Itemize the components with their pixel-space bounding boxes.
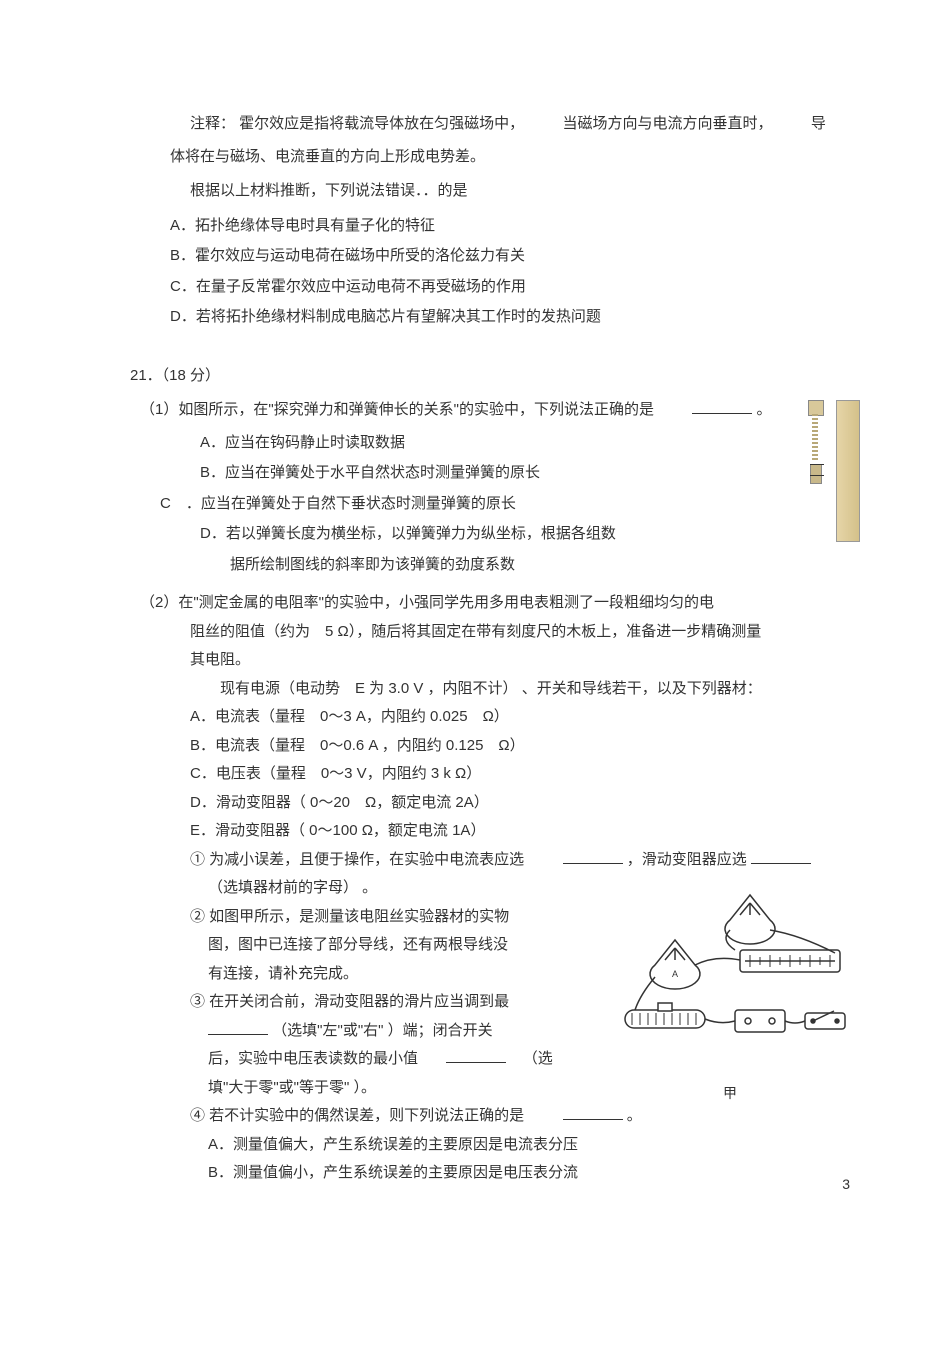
q21-heading: 21．（18 分） — [130, 362, 850, 391]
instr-d: D．滑动变阻器（ 0～20 Ω，额定电流 2A） — [190, 789, 850, 818]
circuit-figure: A — [600, 885, 860, 1065]
c3-e: 填"大于零"或"等于零" ）。 — [208, 1074, 578, 1103]
q20-opt-a: A．拓扑绝缘体导电时具有量子化的特征 — [170, 212, 850, 241]
c1-b: ，滑动变阻器应选 — [627, 851, 747, 868]
note-line1-mid: 当磁场方向与电流方向垂直时， — [563, 115, 773, 132]
instr-b: B．电流表（量程 0～0.6 A ，内阻约 0.125 Ω） — [190, 732, 850, 761]
c4-head: ④ 若不计实验中的偶然误差，则下列说法正确的是 — [190, 1107, 524, 1124]
q21-1-c: C ．应当在弹簧处于自然下垂状态时测量弹簧的原长 — [160, 490, 850, 519]
c2-a: ② 如图甲所示，是测量该电阻丝实验器材的实物 — [190, 903, 560, 932]
svg-text:A: A — [672, 969, 678, 979]
blank-min-v — [446, 1047, 506, 1063]
blank-left-right — [208, 1019, 268, 1035]
page-number: 3 — [842, 1171, 850, 1198]
q21-1-d2: 据所绘制图线的斜率即为该弹簧的劲度系数 — [230, 551, 850, 580]
c3-c: 后，实验中电压表读数的最小值 — [208, 1050, 418, 1067]
q20-opt-b: B．霍尔效应与运动电荷在磁场中所受的洛伦兹力有关 — [170, 242, 850, 271]
instr-c: C．电压表（量程 0～3 V，内阻约 3 k Ω） — [190, 760, 850, 789]
fig-label: 甲 — [600, 1080, 860, 1107]
c3-a: ③ 在开关闭合前，滑动变阻器的滑片应当调到最 — [190, 988, 560, 1017]
c3-d: （选 — [523, 1050, 553, 1067]
blank-answer-1 — [692, 398, 752, 414]
blank-ammeter — [563, 848, 623, 864]
c3-b1: （选填"左"或"右" ）端；闭合开关 — [272, 1022, 492, 1039]
q21-1-d: D．若以弹簧长度为横坐标，以弹簧弹力为纵坐标，根据各组数 — [200, 520, 850, 549]
note-line1-end: 导 — [811, 115, 826, 132]
q21-2-body2: 其电阻。 — [190, 646, 850, 675]
c2-b: 图，图中已连接了部分导线，还有两根导线没 — [208, 931, 578, 960]
q21-1-tail: 。 — [757, 401, 772, 418]
analyze-prompt: 根据以上材料推断，下列说法错误．．的是 — [190, 177, 850, 206]
blank-rheostat — [751, 848, 811, 864]
q20-opt-c: C．在量子反常霍尔效应中运动电荷不再受磁场的作用 — [170, 273, 850, 302]
c4-tail: 。 — [627, 1107, 642, 1124]
instr-a: A．电流表（量程 0～3 A，内阻约 0.025 Ω） — [190, 703, 850, 732]
q21-2-body1: 阻丝的阻值（约为 5 Ω），随后将其固定在带有刻度尺的木板上，准备进一步精确测量 — [190, 618, 850, 647]
q21-1-head: （1）如图所示，在"探究弹力和弹簧伸长的关系"的实验中，下列说法正确的是 — [140, 401, 654, 418]
blank-c4 — [563, 1104, 623, 1120]
note-line1: 注释： 霍尔效应是指将载流导体放在匀强磁场中， — [190, 115, 524, 132]
c4-a: A．测量值偏大，产生系统误差的主要原因是电流表分压 — [208, 1131, 850, 1160]
c1-a: ① 为减小误差，且便于操作，在实验中电流表应选 — [190, 851, 524, 868]
c4-b: B．测量值偏小，产生系统误差的主要原因是电压表分流 — [208, 1159, 850, 1188]
q21-1-a: A．应当在钩码静止时读取数据 — [200, 429, 850, 458]
q21-1-b: B．应当在弹簧处于水平自然状态时测量弹簧的原长 — [200, 459, 850, 488]
spring-figure — [790, 400, 860, 550]
c2-c: 有连接，请补充完成。 — [208, 960, 578, 989]
q21-2-given: 现有电源（电动势 E 为 3.0 V ，内阻不计） 、开关和导线若干，以及下列器… — [220, 675, 850, 704]
q20-opt-d: D．若将拓扑绝缘材料制成电脑芯片有望解决其工作时的发热问题 — [170, 303, 850, 332]
note-line2: 体将在与磁场、电流垂直的方向上形成电势差。 — [170, 143, 850, 172]
q21-2-head: （2）在"测定金属的电阻率"的实验中，小强同学先用多用电表粗测了一段粗细均匀的电 — [140, 589, 850, 618]
instr-e: E．滑动变阻器（ 0～100 Ω，额定电流 1A） — [190, 817, 850, 846]
